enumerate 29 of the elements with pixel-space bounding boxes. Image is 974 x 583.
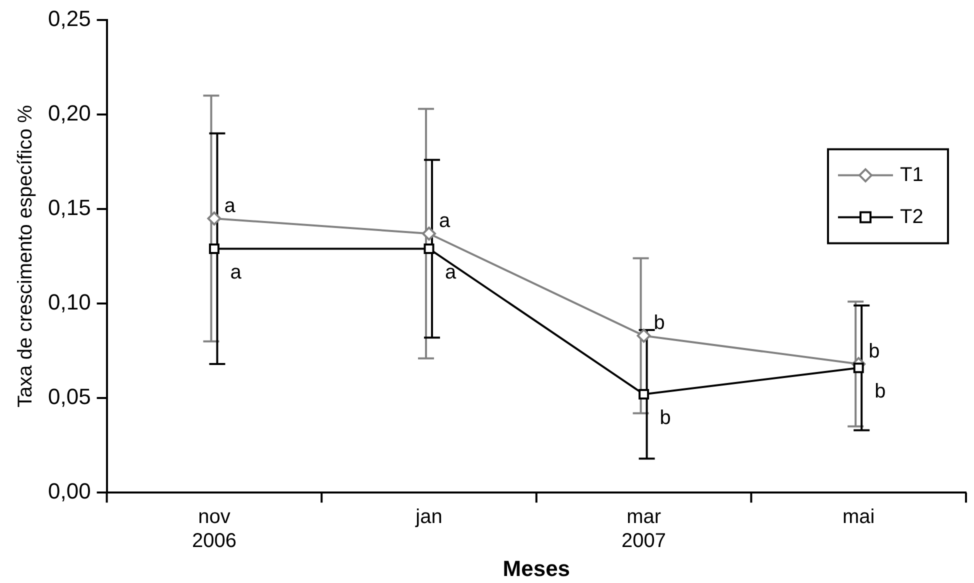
legend-label: T1 [900,164,924,186]
y-axis-title: Taxa de crescimento específico % [14,104,37,408]
point [636,328,651,343]
x-tick-label: mar 2007 [622,506,666,552]
x-tick-label: nov 2006 [192,506,236,552]
y-tick-label: 0,05 [48,384,91,410]
y-tick-label: 0,00 [48,478,91,504]
point [638,389,650,400]
y-tick-label: 0,25 [48,6,91,32]
annotation: a [224,195,236,218]
annotation: a [445,261,458,284]
annotation: b [874,380,886,402]
annotation: b [868,340,880,363]
legend-label: T2 [900,206,924,228]
point [422,226,436,241]
y-tick-label: 0,15 [48,195,91,220]
point [424,243,434,254]
point [207,211,222,226]
y-tick-label: 0,20 [48,100,91,126]
x-tick-label: jan [414,506,442,528]
annotation: a [439,210,452,232]
y-tick-label: 0,10 [48,290,91,315]
point [208,243,220,254]
annotation: b [654,312,665,334]
x-tick-label: mai [842,506,875,528]
point [853,362,864,374]
x-axis-title: Meses [502,556,570,581]
annotation: b [660,406,671,429]
annotation: a [230,261,242,284]
